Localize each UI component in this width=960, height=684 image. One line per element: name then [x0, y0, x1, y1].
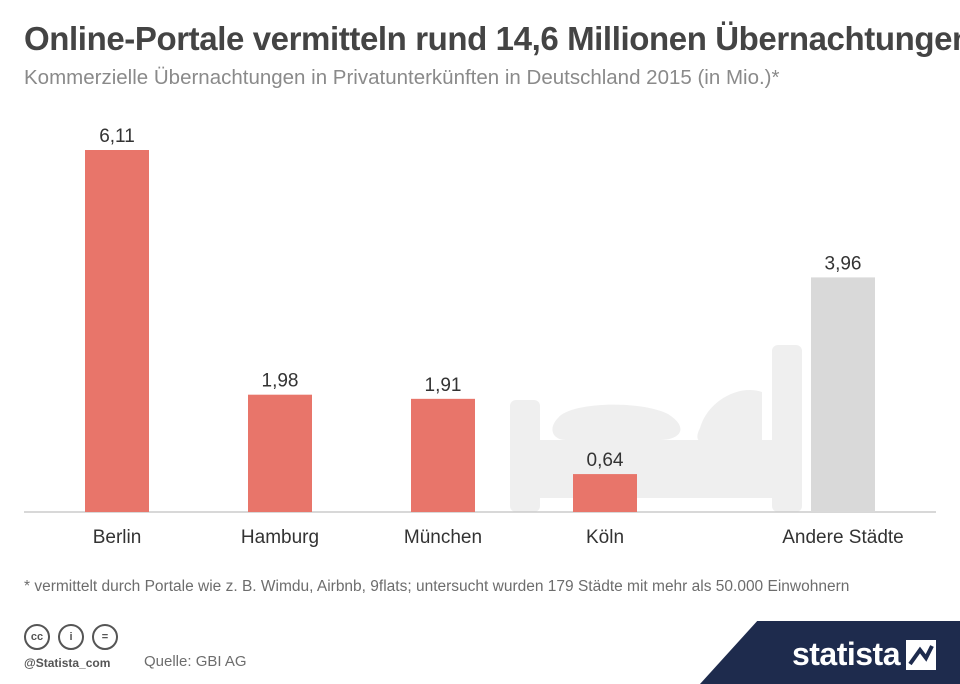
- twitter-handle[interactable]: @Statista_com: [24, 656, 111, 670]
- brand-logo[interactable]: statista: [792, 636, 936, 673]
- bar-3: [573, 474, 637, 512]
- bar-1: [248, 394, 312, 512]
- category-label: Andere Städte: [782, 527, 903, 548]
- bar-value-label: 1,98: [262, 371, 299, 392]
- chart-subtitle: Kommerzielle Übernachtungen in Privatunt…: [24, 66, 780, 89]
- category-label: Berlin: [93, 527, 142, 548]
- category-label: Köln: [586, 527, 624, 548]
- bed-icon: [510, 345, 802, 512]
- brand-wordmark: statista: [791, 636, 901, 672]
- bar-chart: 6,11 Berlin 1,98 Hamburg 1,91 München 0,64 Köln…: [24, 126, 936, 548]
- cc-license-icon[interactable]: cc: [24, 624, 50, 650]
- bar-value-label: 1,91: [425, 375, 462, 396]
- bar-2: [411, 398, 475, 512]
- bar-value-label: 6,11: [99, 126, 135, 147]
- attribution-icon[interactable]: i: [58, 624, 84, 650]
- chart-title: Online-Portale vermitteln rund 14,6 Mill…: [24, 20, 960, 57]
- statista-logo-icon: [906, 639, 936, 670]
- bar-4: [811, 277, 875, 512]
- bar-value-label: 0,64: [587, 450, 624, 471]
- license-icons: cc i =: [24, 624, 118, 650]
- category-label: Hamburg: [241, 527, 319, 548]
- category-label: München: [404, 527, 482, 548]
- bar-0: [85, 150, 149, 512]
- no-derivatives-icon[interactable]: =: [92, 624, 118, 650]
- footnote: * vermittelt durch Portale wie z. B. Wim…: [24, 578, 850, 595]
- bar-value-label: 3,96: [825, 253, 862, 274]
- source-label: Quelle: GBI AG: [144, 653, 247, 670]
